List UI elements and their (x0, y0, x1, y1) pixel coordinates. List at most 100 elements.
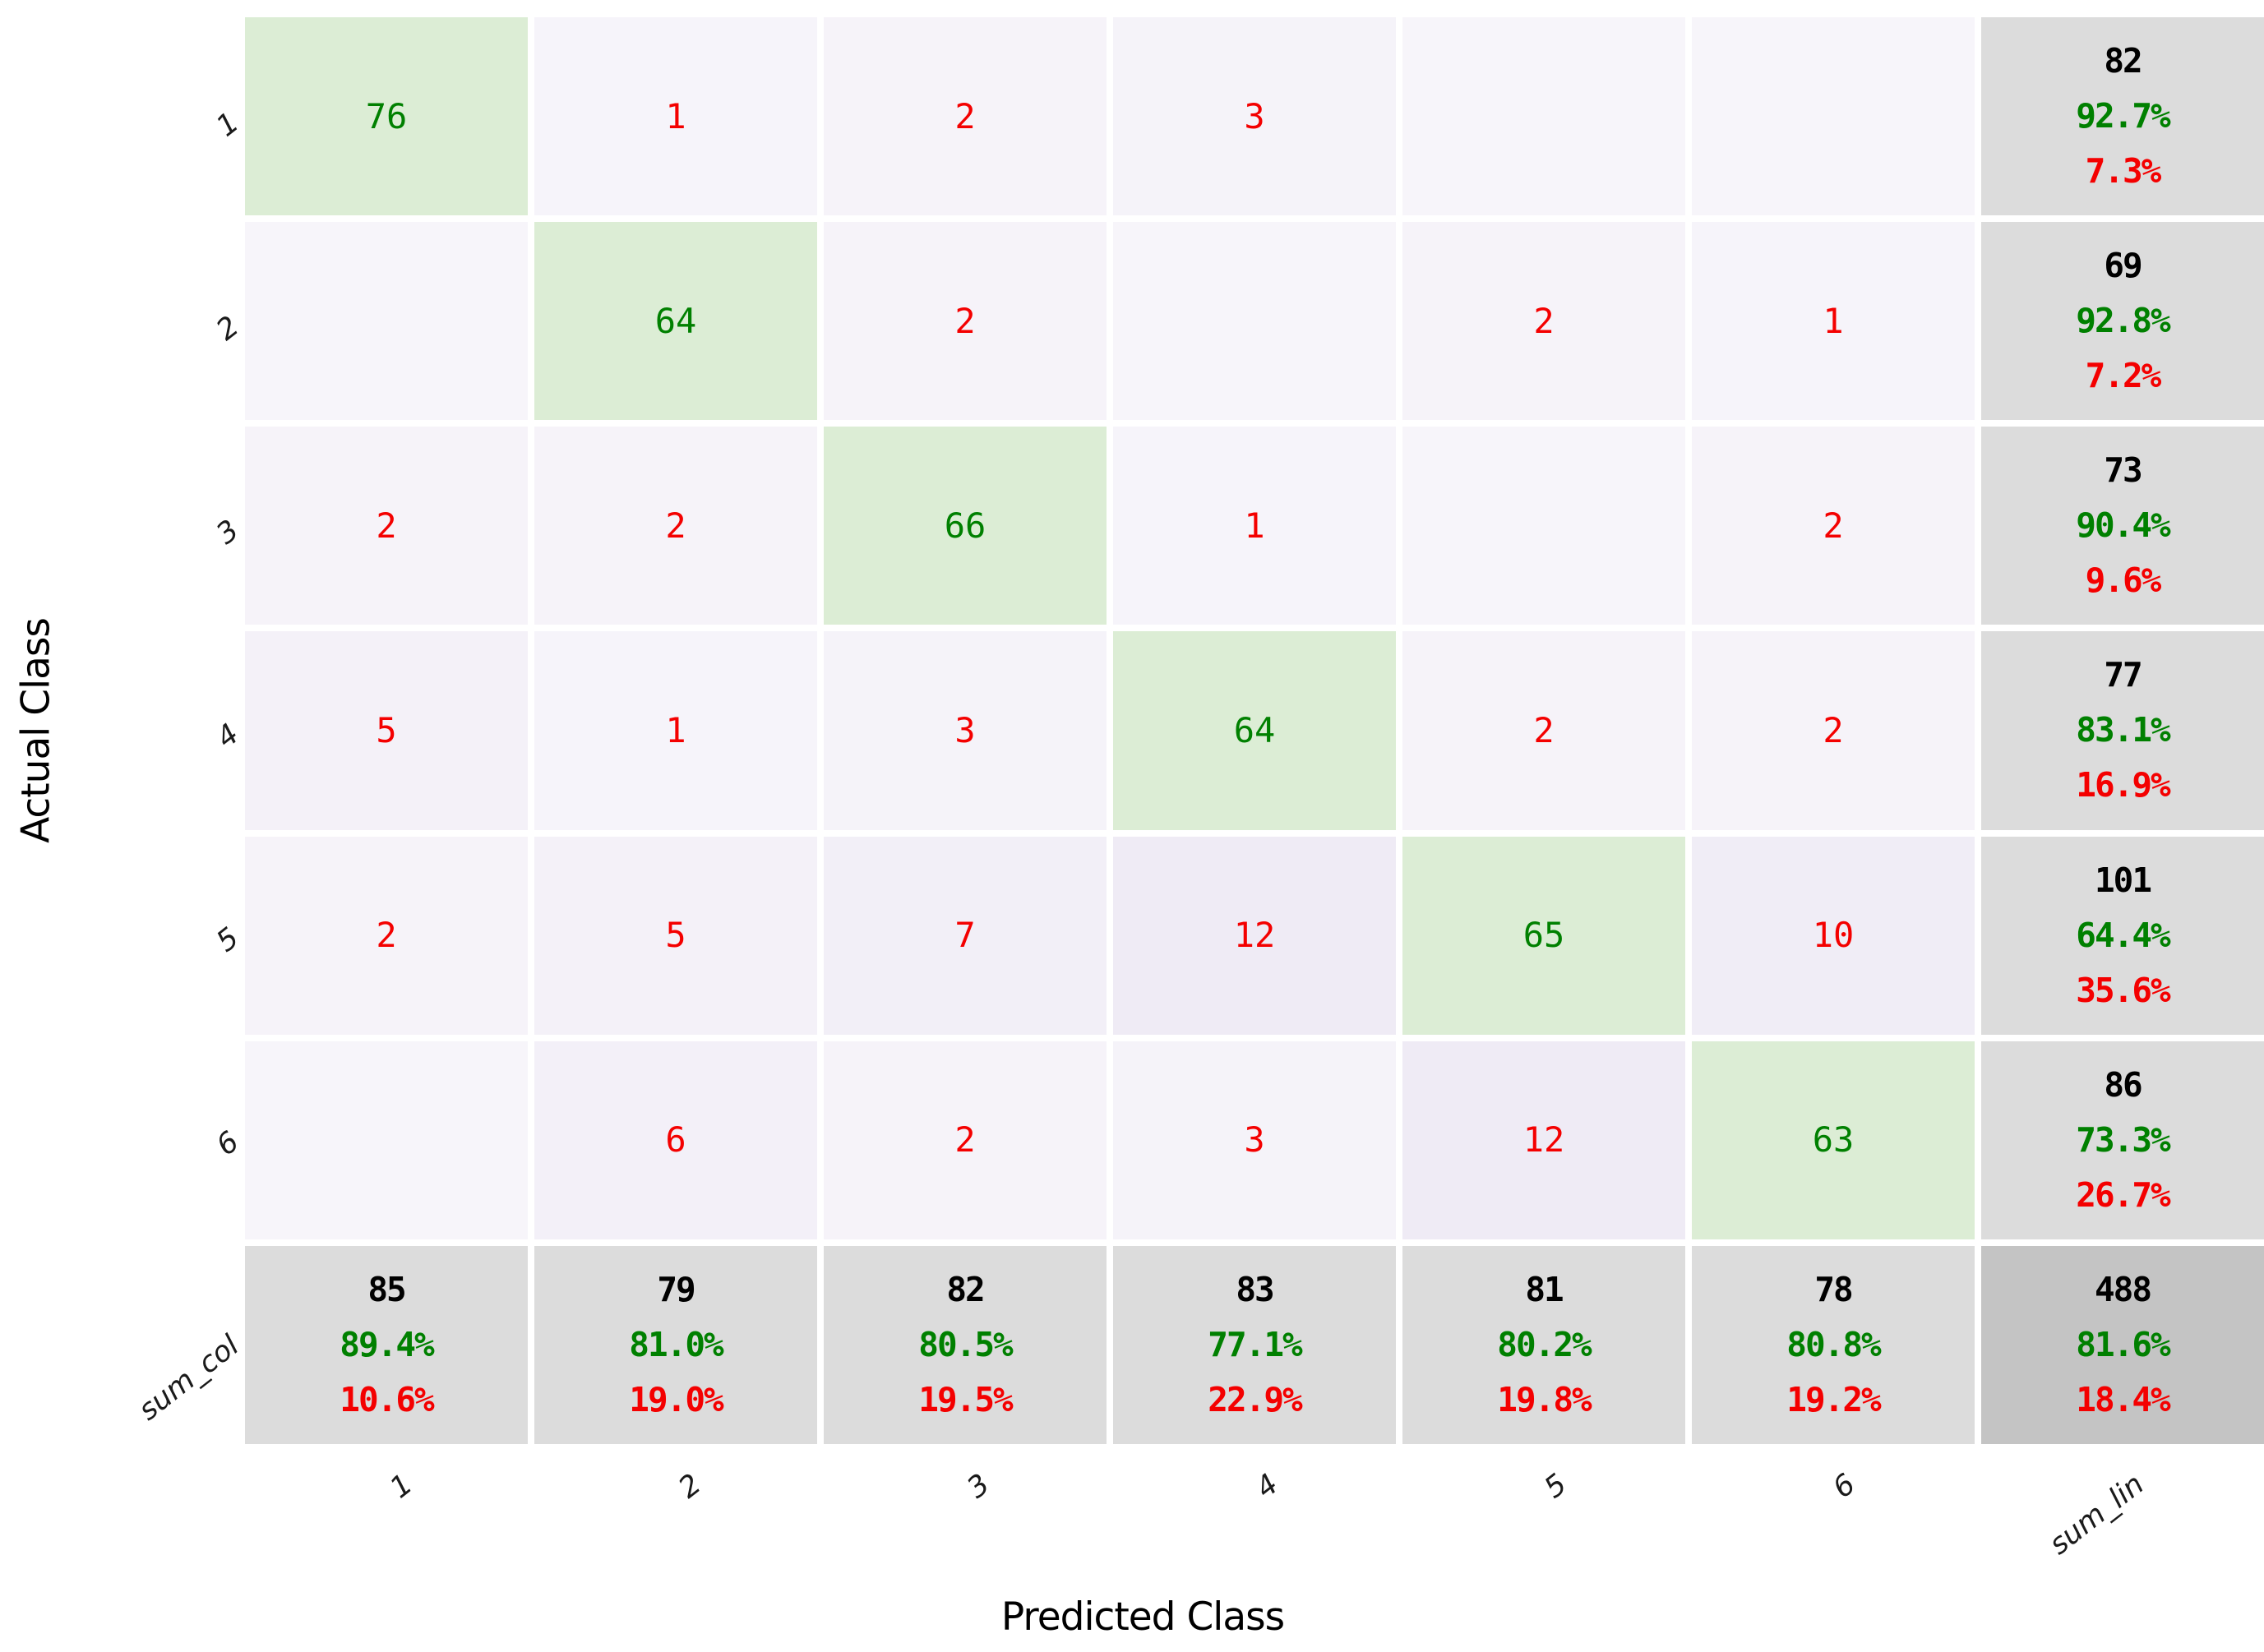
error-percentage: 16.9% (2076, 765, 2170, 805)
matrix-cell: 6 (534, 1041, 817, 1239)
error-percentage: 35.6% (2076, 970, 2170, 1010)
correct-percentage: 80.5% (918, 1324, 1013, 1364)
error-percentage: 19.8% (1497, 1379, 1592, 1419)
correct-percentage: 83.1% (2076, 710, 2170, 750)
error-count: 3 (954, 709, 976, 750)
matrix-cell: 2 (245, 836, 528, 1035)
error-count: 2 (665, 505, 686, 546)
matrix-cell: 5 (534, 836, 817, 1035)
y-tick-label: 5 (210, 921, 246, 959)
correct-percentage: 73.3% (2076, 1119, 2170, 1160)
correct-percentage: 90.4% (2076, 505, 2170, 546)
error-count: 12 (1522, 1119, 1565, 1161)
x-tick-label: 5 (1538, 1468, 1573, 1506)
correct-percentage: 64.4% (2076, 915, 2170, 955)
diagonal-cell: 64 (534, 222, 817, 421)
x-tick-label: 4 (1250, 1468, 1285, 1506)
error-count: 3 (1244, 1119, 1265, 1161)
matrix-cell: 1 (1692, 222, 1975, 421)
error-count: 12 (1233, 915, 1276, 956)
error-percentage: 7.3% (2085, 151, 2162, 192)
matrix-cell: 12 (1113, 836, 1396, 1035)
matrix-cell: 2 (824, 1041, 1107, 1239)
matrix-cell: 2 (824, 17, 1107, 216)
y-tick-label: 2 (210, 310, 246, 348)
correct-count: 64 (1233, 709, 1276, 750)
correct-percentage: 80.8% (1786, 1324, 1881, 1364)
x-tick-label: 6 (1827, 1468, 1862, 1506)
matrix-cell: 1 (534, 17, 817, 216)
correct-count: 65 (1522, 915, 1565, 956)
error-percentage: 19.2% (1786, 1379, 1881, 1419)
matrix-cell (1692, 17, 1975, 216)
matrix-cell: 3 (1113, 1041, 1396, 1239)
row-total-cell: 77 83.1% 16.9% (1981, 631, 2264, 830)
total-count: 69 (2104, 246, 2142, 286)
error-count: 1 (665, 95, 686, 136)
error-percentage: 26.7% (2076, 1174, 2170, 1215)
error-count: 2 (954, 300, 976, 341)
total-count: 78 (1814, 1269, 1853, 1309)
col-total-cell: 85 89.4% 10.6% (245, 1245, 528, 1444)
matrix-cell: 1 (1113, 427, 1396, 625)
x-tick-label: sum_lin (2043, 1468, 2151, 1562)
matrix-cell: 12 (1402, 1041, 1685, 1239)
error-count: 1 (665, 709, 686, 750)
matrix-cell: 10 (1692, 836, 1975, 1035)
error-count: 2 (1533, 300, 1555, 341)
matrix-cell: 2 (824, 222, 1107, 421)
matrix-cell: 1 (534, 631, 817, 830)
correct-percentage: 81.6% (2076, 1324, 2170, 1364)
row-total-cell: 69 92.8% 7.2% (1981, 222, 2264, 421)
total-count: 73 (2104, 450, 2142, 491)
error-percentage: 19.0% (629, 1379, 723, 1419)
error-count: 3 (1244, 95, 1265, 136)
error-count: 5 (665, 915, 686, 956)
error-count: 6 (665, 1119, 686, 1161)
x-axis-title: Predicted Class (1000, 1594, 1285, 1640)
error-count: 2 (1533, 709, 1555, 750)
total-count: 82 (2104, 41, 2142, 81)
matrix-cell (1402, 427, 1685, 625)
row-total-cell: 86 73.3% 26.7% (1981, 1041, 2264, 1239)
matrix-cell: 5 (245, 631, 528, 830)
matrix-cell: 3 (1113, 17, 1396, 216)
correct-percentage: 81.0% (629, 1324, 723, 1364)
error-percentage: 10.6% (340, 1379, 434, 1419)
error-count: 1 (1823, 300, 1844, 341)
grand-total-cell: 488 81.6% 18.4% (1981, 1245, 2264, 1444)
matrix-cell (1113, 222, 1396, 421)
error-count: 2 (954, 1119, 976, 1161)
total-count: 79 (657, 1269, 695, 1309)
row-total-cell: 82 92.7% 7.3% (1981, 17, 2264, 216)
correct-percentage: 89.4% (340, 1324, 434, 1364)
error-percentage: 19.5% (918, 1379, 1013, 1419)
col-total-cell: 78 80.8% 19.2% (1692, 1245, 1975, 1444)
total-count: 101 (2094, 860, 2152, 900)
error-percentage: 9.6% (2085, 561, 2162, 601)
matrix-cell: 3 (824, 631, 1107, 830)
y-tick-label: sum_col (132, 1329, 246, 1428)
correct-percentage: 80.2% (1497, 1324, 1592, 1364)
error-count: 7 (954, 915, 976, 956)
error-count: 2 (376, 915, 397, 956)
error-count: 10 (1812, 915, 1855, 956)
correct-count: 66 (944, 505, 986, 546)
y-tick-label: 6 (210, 1125, 246, 1163)
error-percentage: 22.9% (1208, 1379, 1302, 1419)
total-count: 86 (2104, 1064, 2142, 1105)
matrix-cell: 2 (534, 427, 817, 625)
col-total-cell: 83 77.1% 22.9% (1113, 1245, 1396, 1444)
matrix-cell: 2 (1692, 631, 1975, 830)
col-total-cell: 79 81.0% 19.0% (534, 1245, 817, 1444)
matrix-cell: 7 (824, 836, 1107, 1035)
matrix-cell: 2 (1692, 427, 1975, 625)
y-axis-title: Actual Class (13, 618, 59, 843)
error-count: 5 (376, 709, 397, 750)
error-count: 2 (376, 505, 397, 546)
y-tick-label: 3 (210, 514, 246, 551)
confusion-matrix-grid: 76 1 2 3 82 92.7% 7.3% 64 2 2 1 69 92.8% 7.2% 2 2 66 1 2 73… (245, 17, 2264, 1444)
total-count: 77 (2104, 655, 2142, 695)
matrix-cell (245, 222, 528, 421)
